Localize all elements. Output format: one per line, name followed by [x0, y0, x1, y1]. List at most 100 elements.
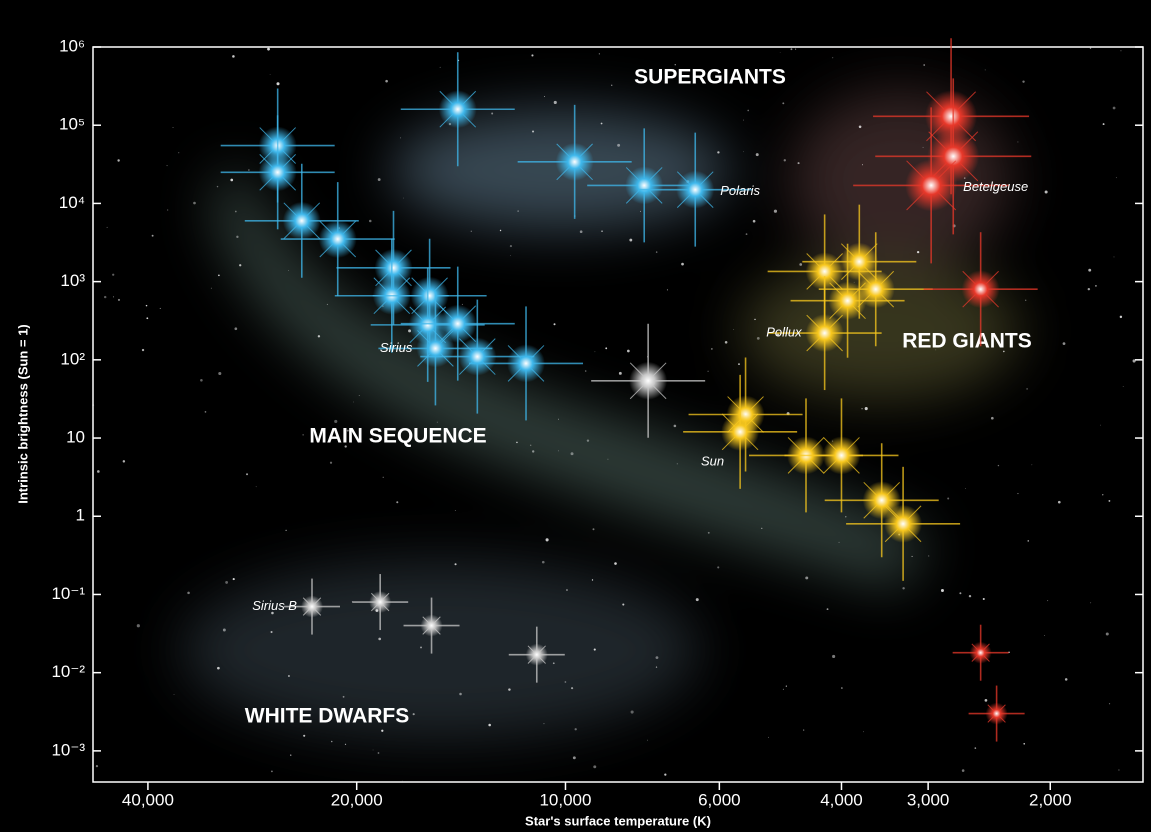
dust-star [1025, 299, 1027, 301]
dust-star [923, 64, 926, 66]
dust-star [461, 303, 463, 305]
dust-star [248, 169, 250, 171]
dust-star [381, 729, 384, 732]
dust-star [773, 209, 778, 213]
dust-star [488, 723, 491, 727]
star-name: Sirius B [252, 598, 297, 613]
dust-star [838, 541, 840, 543]
dust-star [1119, 315, 1123, 319]
dust-star [782, 688, 784, 690]
dust-star [747, 109, 750, 112]
star [458, 337, 497, 376]
dust-star [530, 444, 532, 446]
dust-star [117, 298, 121, 301]
dust-star [673, 424, 677, 428]
y-tick-label: 10⁵ [59, 115, 85, 134]
star [282, 201, 321, 240]
dust-star [557, 418, 559, 420]
dust-star [676, 463, 678, 465]
dust-star [997, 464, 1000, 467]
dust-star [803, 729, 805, 731]
dust-star [745, 233, 748, 235]
dust-star [271, 611, 274, 615]
dust-star [1122, 386, 1124, 387]
dust-star [403, 197, 404, 199]
dust-star [598, 53, 600, 55]
dust-star [797, 162, 800, 165]
dust-star [288, 270, 289, 271]
dust-star [491, 112, 494, 115]
dust-star [1105, 632, 1109, 636]
dust-star [236, 235, 239, 239]
star [318, 220, 357, 259]
dust-star [916, 250, 920, 254]
star [884, 504, 923, 543]
star-name: Sirius [380, 340, 413, 355]
y-tick-label: 10⁻² [51, 662, 85, 681]
x-tick-label: 3,000 [907, 790, 950, 809]
dust-star [470, 230, 472, 232]
dust-star [695, 598, 699, 602]
star [676, 170, 715, 209]
dust-star [571, 687, 574, 690]
plot-frame [92, 46, 1144, 783]
dust-star [552, 662, 555, 665]
star [961, 270, 1000, 309]
dust-star [172, 126, 174, 129]
dust-star [1087, 287, 1091, 291]
dust-star [167, 209, 169, 211]
dust-star [984, 69, 986, 71]
y-tick-label: 10⁶ [59, 36, 85, 55]
dust-star [707, 531, 710, 534]
dust-star [216, 185, 219, 188]
dust-star [574, 728, 577, 731]
dust-star [276, 82, 280, 86]
dust-star [499, 229, 502, 232]
dust-star [136, 624, 140, 628]
star-name: Polaris [720, 183, 760, 198]
dust-star [655, 666, 658, 668]
y-tick-label: 10⁻¹ [51, 584, 85, 603]
dust-star [779, 52, 781, 53]
dust-star [543, 723, 545, 725]
dust-star [593, 765, 597, 769]
dust-star [1108, 703, 1111, 705]
dust-star [959, 592, 962, 595]
dust-star [968, 594, 972, 598]
y-tick-label: 10⁴ [59, 193, 85, 212]
dust-star [1115, 177, 1117, 179]
dust-star [1008, 651, 1010, 654]
dust-star [326, 303, 328, 305]
dust-star [990, 416, 994, 420]
dust-star [841, 687, 843, 689]
dust-star [439, 66, 441, 68]
dust-star [509, 245, 512, 248]
dust-star [97, 470, 100, 473]
dust-star [911, 555, 913, 557]
dust-star [799, 263, 803, 266]
dust-star [1047, 600, 1049, 602]
dust-star [1017, 141, 1019, 143]
star [416, 329, 455, 368]
star [805, 314, 844, 353]
dust-star [1057, 500, 1061, 504]
dust-star [178, 152, 180, 154]
region-label: WHITE DWARFS [245, 705, 409, 728]
glow [210, 160, 930, 590]
y-axis-title: Intrinsic brightness (Sun = 1) [15, 324, 30, 504]
dust-star [210, 287, 212, 289]
dust-star [106, 226, 108, 228]
dust-star [783, 159, 786, 162]
star [525, 643, 548, 666]
dust-star [940, 589, 944, 592]
dust-star [566, 589, 568, 591]
dust-star [517, 210, 519, 212]
dust-star [586, 439, 590, 442]
dust-star [290, 754, 292, 756]
dust-star [782, 102, 785, 105]
dust-star [1044, 635, 1046, 636]
dust-star [234, 327, 238, 331]
dust-star [1017, 493, 1019, 495]
